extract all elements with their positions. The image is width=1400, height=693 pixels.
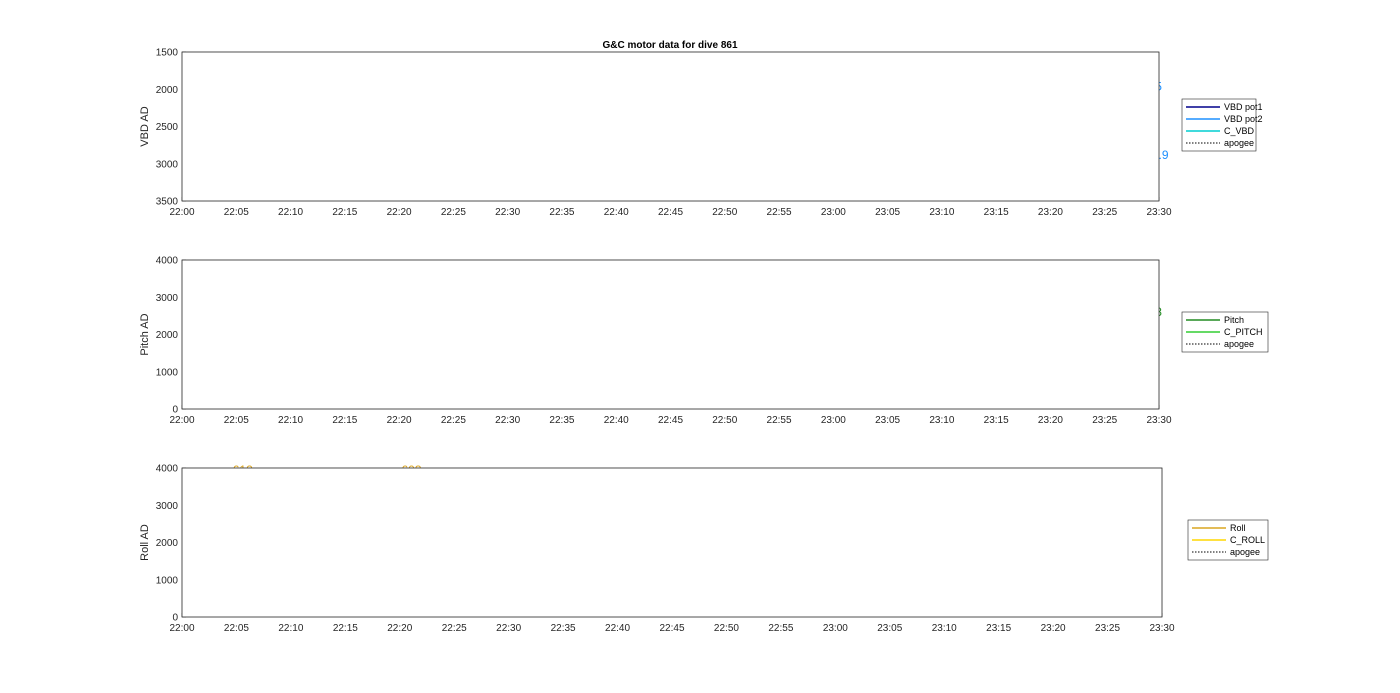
- y-tick-label: 1000: [156, 575, 179, 586]
- x-tick-label: 23:00: [821, 207, 846, 218]
- x-tick-label: 23:25: [1092, 415, 1117, 426]
- vbd-panel: 22:00 22:05 22:10 22:15 22:20 22:25 22:30 22:35…: [139, 48, 1263, 219]
- figure-title: G&C motor data for dive 861: [602, 40, 737, 51]
- x-tick-label: 23:05: [875, 415, 900, 426]
- x-tick-label: 23:05: [877, 623, 902, 634]
- axes-frame: [181, 467, 1163, 618]
- x-tick-label: 22:10: [278, 207, 303, 218]
- legend-label: VBD pot2: [1224, 114, 1263, 124]
- x-tick-label: 22:15: [333, 623, 358, 634]
- x-tick-label: 22:55: [767, 207, 792, 218]
- legend-label: Roll: [1230, 523, 1246, 533]
- x-tick-label: 23:10: [929, 415, 954, 426]
- x-tick-label: 22:50: [712, 207, 737, 218]
- x-tick-label: 23:25: [1095, 623, 1120, 634]
- legend-label: C_ROLL: [1230, 535, 1265, 545]
- x-tick-label: 23:15: [984, 415, 1009, 426]
- x-tick-label: 22:25: [441, 415, 466, 426]
- y-tick-label: 1000: [156, 367, 179, 378]
- legend-label: apogee: [1224, 339, 1254, 349]
- x-tick-label: 22:05: [224, 415, 249, 426]
- x-tick-label: 23:10: [932, 623, 957, 634]
- y-tick-label: 1500: [156, 48, 179, 59]
- x-tick-label: 22:35: [549, 415, 574, 426]
- x-tick-label: 22:45: [658, 415, 683, 426]
- x-tick-label: 23:15: [986, 623, 1011, 634]
- y-axis-label: Roll AD: [139, 524, 151, 561]
- x-tick-label: 22:15: [332, 415, 357, 426]
- x-tick-label: 22:30: [496, 623, 521, 634]
- x-tick-label: 22:40: [604, 415, 629, 426]
- y-tick-label: 2000: [156, 330, 179, 341]
- x-tick-label: 22:20: [387, 207, 412, 218]
- x-tick-label: 22:00: [169, 623, 194, 634]
- x-tick-label: 23:20: [1041, 623, 1066, 634]
- x-tick-label: 22:30: [495, 415, 520, 426]
- x-tick-label: 23:00: [823, 623, 848, 634]
- x-tick-label: 22:20: [387, 623, 412, 634]
- legend-label: C_VBD: [1224, 126, 1255, 136]
- y-tick-label: 0: [172, 613, 178, 624]
- legend-label: Pitch: [1224, 315, 1244, 325]
- x-tick-label: 23:10: [929, 207, 954, 218]
- pitch-panel: 22:00 22:05 22:10 22:15 22:20 22:25 22:30 22:35…: [139, 256, 1269, 426]
- legend-label: apogee: [1224, 138, 1254, 148]
- x-tick-label: 22:20: [387, 415, 412, 426]
- x-tick-label: 23:30: [1149, 623, 1174, 634]
- legend-label: VBD pot1: [1224, 102, 1263, 112]
- x-tick-label: 22:45: [659, 623, 684, 634]
- y-tick-label: 2000: [156, 538, 179, 549]
- y-axis-label: VBD AD: [139, 106, 151, 146]
- x-tick-label: 23:25: [1092, 207, 1117, 218]
- x-tick-label: 22:50: [712, 415, 737, 426]
- x-tick-label: 23:20: [1038, 415, 1063, 426]
- y-tick-label: 2000: [156, 85, 179, 96]
- x-tick-label: 22:00: [169, 415, 194, 426]
- x-tick-label: 22:00: [169, 207, 194, 218]
- y-tick-label: 3500: [156, 197, 179, 208]
- x-tick-label: 22:10: [278, 415, 303, 426]
- x-tick-label: 22:55: [768, 623, 793, 634]
- x-tick-label: 22:35: [549, 207, 574, 218]
- x-tick-label: 23:30: [1146, 415, 1171, 426]
- x-tick-label: 22:25: [441, 207, 466, 218]
- x-tick-label: 23:15: [984, 207, 1009, 218]
- y-tick-label: 4000: [156, 256, 179, 267]
- x-tick-label: 22:25: [442, 623, 467, 634]
- axes-frame: [181, 51, 1160, 202]
- x-tick-label: 23:05: [875, 207, 900, 218]
- x-tick-label: 22:40: [605, 623, 630, 634]
- y-tick-label: 0: [172, 405, 178, 416]
- x-tick-label: 22:05: [224, 207, 249, 218]
- x-tick-label: 22:15: [332, 207, 357, 218]
- axes-frame: [181, 259, 1160, 410]
- y-tick-label: 2500: [156, 122, 179, 133]
- x-tick-label: 22:05: [224, 623, 249, 634]
- y-tick-label: 3000: [156, 501, 179, 512]
- x-tick-label: 23:20: [1038, 207, 1063, 218]
- x-tick-label: 22:55: [767, 415, 792, 426]
- y-tick-label: 3000: [156, 159, 179, 170]
- legend-label: C_PITCH: [1224, 327, 1263, 337]
- y-tick-label: 4000: [156, 464, 179, 475]
- x-tick-label: 22:45: [658, 207, 683, 218]
- x-tick-label: 22:40: [604, 207, 629, 218]
- x-tick-label: 22:35: [551, 623, 576, 634]
- x-tick-label: 22:10: [278, 623, 303, 634]
- x-tick-label: 22:30: [495, 207, 520, 218]
- legend-label: apogee: [1230, 547, 1260, 557]
- x-tick-label: 22:50: [714, 623, 739, 634]
- x-tick-label: 23:00: [821, 415, 846, 426]
- x-tick-label: 23:30: [1146, 207, 1171, 218]
- roll-panel: 22:00 22:05 22:10 22:15 22:20 22:25 22:30 22:35…: [139, 463, 1269, 634]
- y-axis-label: Pitch AD: [139, 313, 151, 355]
- y-tick-label: 3000: [156, 293, 179, 304]
